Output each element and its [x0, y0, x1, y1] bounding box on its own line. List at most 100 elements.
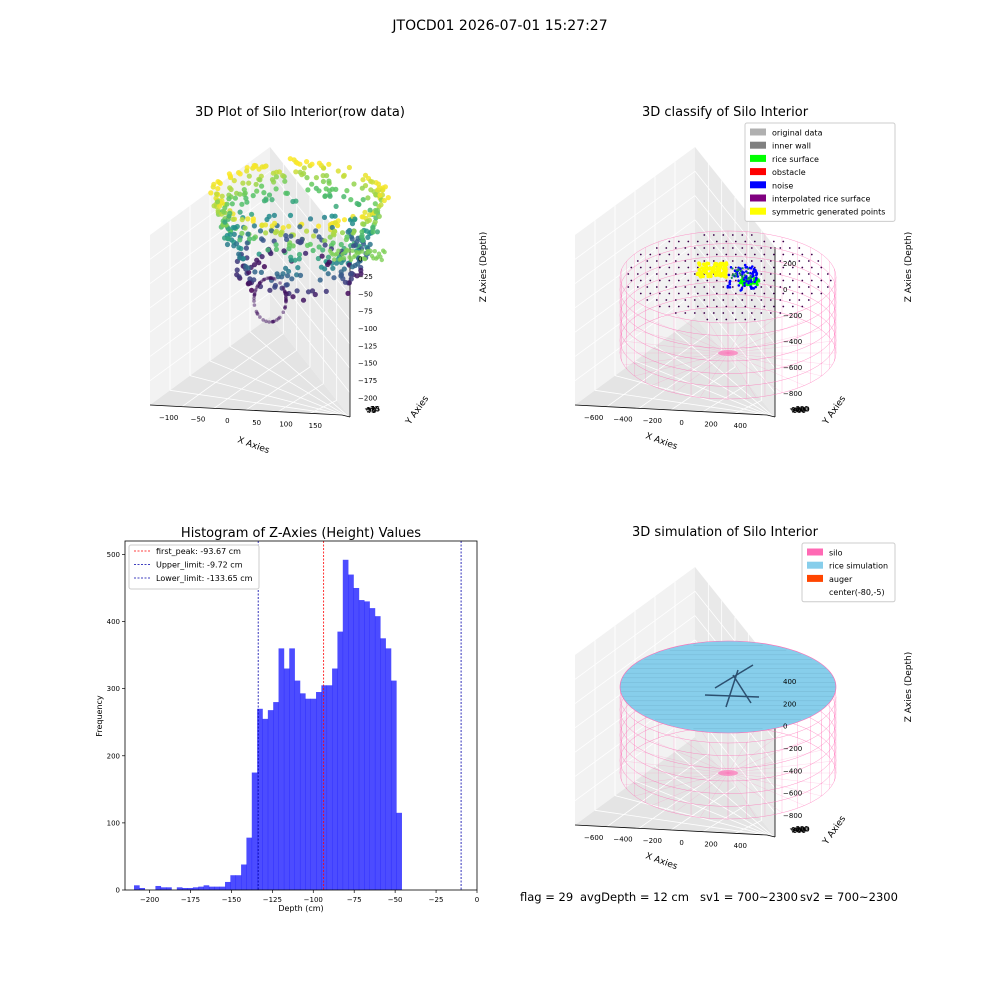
data-point — [311, 233, 317, 239]
y-tick-label: −600 — [789, 825, 808, 833]
data-point — [352, 216, 358, 222]
noise-point — [754, 277, 758, 281]
data-point — [231, 231, 237, 237]
noise-point — [743, 281, 746, 285]
y-tick-label: −75 — [364, 405, 379, 413]
data-point — [304, 242, 311, 248]
interpolated-point — [630, 266, 633, 269]
data-point — [283, 306, 287, 310]
x-tick-label: 0 — [225, 417, 229, 425]
data-point — [237, 209, 243, 215]
data-point — [348, 271, 354, 277]
data-point — [216, 203, 223, 209]
data-point — [378, 254, 383, 259]
data-point — [362, 209, 368, 215]
interpolated-point — [668, 292, 671, 295]
data-point — [359, 232, 365, 239]
data-point — [239, 230, 245, 236]
interpolated-point — [655, 286, 658, 288]
grid-line — [694, 171, 776, 272]
grid-line — [734, 819, 762, 834]
symmetric-point — [721, 261, 725, 266]
data-point — [231, 178, 237, 184]
silo-floor-line — [623, 340, 729, 354]
data-point — [364, 218, 370, 224]
z-tick-label: 0 — [358, 256, 362, 264]
x-axis-label: Depth (cm) — [278, 904, 323, 913]
interpolated-point — [798, 273, 801, 275]
data-point — [309, 161, 315, 167]
histogram-bar — [198, 886, 204, 890]
interpolated-point — [684, 260, 687, 262]
histogram-bar — [273, 702, 279, 890]
data-point — [385, 195, 391, 201]
data-point — [254, 257, 260, 263]
grid-line — [574, 615, 696, 704]
auger-line — [732, 674, 752, 704]
y-tick-label: 400 — [792, 407, 805, 415]
data-point — [278, 315, 282, 320]
z-tick-label: −100 — [358, 325, 377, 333]
silo-floor-line — [673, 733, 729, 774]
data-point — [333, 203, 339, 209]
data-point — [382, 184, 388, 190]
data-point — [269, 177, 276, 183]
data-point — [368, 248, 373, 254]
grid-line — [670, 366, 736, 411]
interpolated-point — [810, 279, 813, 282]
data-point — [259, 254, 265, 260]
interpolated-point — [693, 247, 696, 249]
legend-label: first_peak: -93.67 cm — [156, 547, 241, 556]
histogram-bar — [230, 875, 237, 890]
legend-label: symmetric generated points — [772, 208, 885, 217]
silo-floor-line — [634, 772, 729, 797]
y-tick-label: −50 — [365, 405, 380, 413]
interpolated-point — [798, 299, 801, 301]
symmetric-point — [723, 263, 728, 267]
inner-point — [735, 274, 738, 277]
raw-data-3d-plot: 3D Plot of Silo Interior(row data) −100 −… — [149, 105, 489, 456]
data-point — [329, 224, 335, 231]
interpolated-point — [744, 318, 747, 321]
interpolated-point — [703, 260, 706, 262]
interpolated-point — [665, 247, 668, 249]
interpolated-point — [734, 305, 737, 308]
interpolated-point — [741, 247, 744, 249]
data-point — [272, 230, 279, 236]
legend: silo rice simulation auger center(-80,-5) — [801, 542, 896, 603]
histogram-bar — [219, 886, 226, 890]
y-axis-label: Frequency — [95, 695, 104, 737]
interpolated-point — [731, 260, 734, 262]
grid-line — [149, 170, 271, 260]
noise-point — [727, 273, 731, 277]
x-tick-label: −75 — [347, 896, 362, 904]
legend-label: inner wall — [772, 142, 811, 151]
classify-3d-plot: 3D classify of Silo Interior −600 −400 −20… — [574, 105, 914, 452]
z-tick-label: 400 — [783, 678, 796, 686]
histogram-bar — [305, 698, 311, 890]
noise-point — [749, 280, 753, 284]
data-point — [349, 221, 356, 227]
interpolated-point — [779, 247, 782, 249]
data-point — [251, 235, 257, 242]
histogram-bar — [385, 648, 392, 890]
interpolated-point — [798, 260, 801, 262]
x-axis-label: X Axies — [236, 435, 271, 456]
noise-point — [743, 284, 746, 288]
interpolated-point — [639, 292, 642, 295]
z-tick-label: −600 — [783, 790, 802, 798]
data-point — [373, 209, 379, 215]
silo-floor-line — [727, 772, 833, 786]
data-point — [280, 225, 286, 231]
data-point — [292, 257, 298, 263]
interpolated-point — [693, 273, 696, 275]
interpolated-point — [655, 247, 658, 249]
data-point — [379, 257, 384, 263]
data-point — [243, 195, 249, 201]
inner-point — [739, 269, 742, 272]
interpolated-point — [715, 253, 718, 256]
data-point — [297, 224, 303, 230]
grid-line — [694, 292, 776, 393]
interpolated-point — [791, 266, 794, 269]
interpolated-point — [725, 253, 728, 256]
